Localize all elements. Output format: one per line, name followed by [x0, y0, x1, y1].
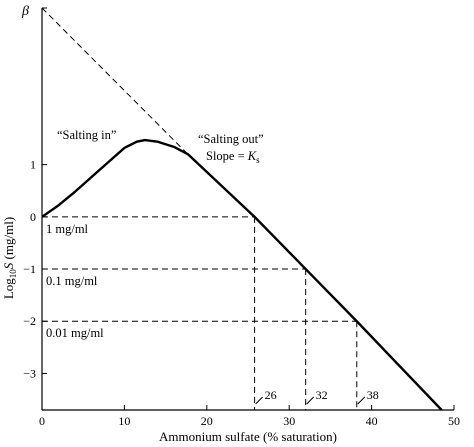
v-guide-mark-0 [255, 396, 263, 405]
y-axis-title: Log10S (mg/ml) [1, 217, 18, 299]
concentration-label-0: 1 mg/ml [46, 222, 89, 236]
x-tick-label-50: 50 [448, 414, 460, 428]
x-tick-label-30: 30 [283, 414, 295, 428]
salting-in-label: “Salting in” [57, 128, 116, 142]
y-axis-title-sub: 10 [8, 269, 18, 279]
x-tick-label-40: 40 [366, 414, 378, 428]
concentration-guides: 1 mg/ml 26 0.1 mg/ml 32 0.01 mg/ml 38 [41, 7, 379, 410]
y-tick-label--1: −1 [23, 262, 36, 276]
y-tick-label-1: 1 [30, 158, 36, 172]
guide-x-label-2: 38 [367, 388, 379, 402]
x-axis-title: Ammonium sulfate (% saturation) [159, 429, 337, 444]
x-tick-label-0: 0 [39, 414, 45, 428]
slope-sub: s [256, 155, 260, 165]
salting-out-label: “Salting out” [198, 132, 264, 146]
concentration-label-1: 0.1 mg/ml [46, 274, 98, 288]
y-axis-title-prefix: Log [1, 278, 16, 299]
y-tick-label--2: −2 [23, 314, 36, 328]
v-guide-mark-2 [357, 396, 366, 405]
series-line-0 [41, 138, 443, 411]
y-tick-label--3: −3 [23, 366, 36, 380]
series-group [41, 138, 443, 411]
y-axis-title-var: S [1, 262, 16, 269]
slope-text: Slope = [206, 149, 248, 163]
beta-label: β [21, 4, 29, 19]
slope-var: K [247, 149, 257, 163]
slope-label: Slope = Ks [206, 149, 260, 165]
y-ticks: −3 −2 −1 0 1 [23, 7, 47, 380]
guide-x-label-0: 26 [265, 388, 277, 402]
x-tick-label-10: 10 [118, 414, 130, 428]
v-guide-mark-1 [306, 396, 315, 405]
concentration-label-2: 0.01 mg/ml [46, 326, 104, 340]
x-ticks: 0 10 20 30 40 50 [39, 405, 460, 428]
y-axis-title-suffix: (mg/ml) [1, 217, 16, 263]
guide-x-label-1: 32 [316, 388, 328, 402]
x-tick-label-20: 20 [201, 414, 213, 428]
extrapolation-line [41, 7, 189, 155]
y-tick-label-0: 0 [30, 210, 36, 224]
